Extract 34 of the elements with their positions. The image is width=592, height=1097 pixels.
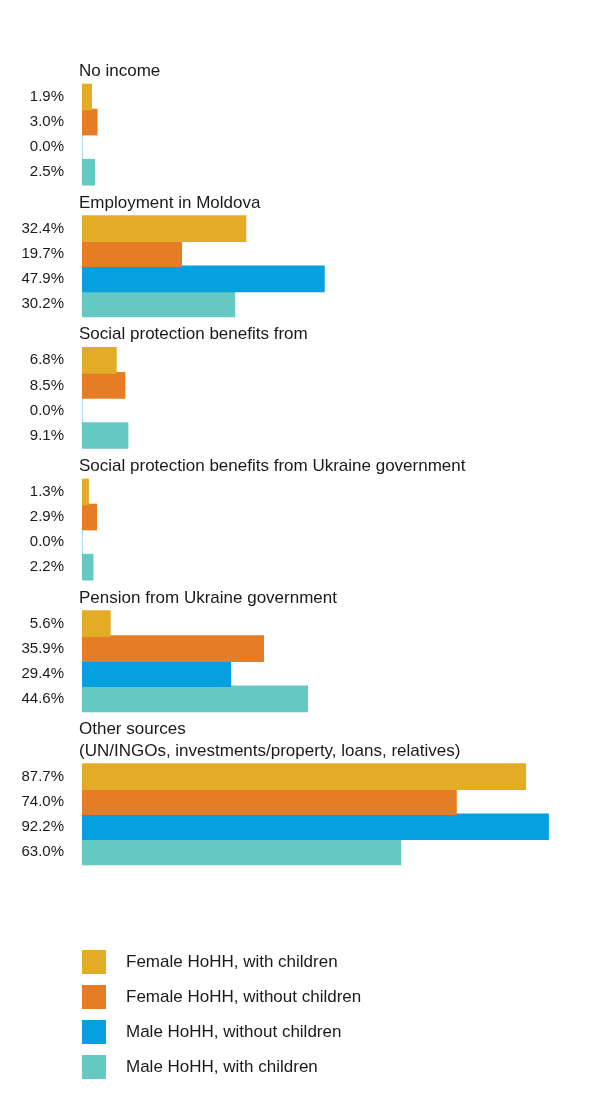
data-label: 1.3% xyxy=(29,482,64,500)
y-tick-label: Pension from Ukraine government xyxy=(79,587,338,607)
y-tick-label: Social protection benefits from xyxy=(79,324,308,344)
data-label: 3.0% xyxy=(29,112,64,130)
data-label: 19.7% xyxy=(21,243,64,261)
data-label: 63.0% xyxy=(21,841,64,859)
y-tick-label: No income xyxy=(79,60,161,80)
data-label: 29.4% xyxy=(21,663,64,681)
data-label: 8.5% xyxy=(29,375,64,393)
y-tick-label: Employment in Moldova xyxy=(79,192,261,212)
legend-label: Female HoHH, without children xyxy=(126,987,362,1007)
data-label: 0.0% xyxy=(29,400,64,418)
legend-label: Female HoHH, with children xyxy=(126,952,338,972)
data-label: 74.0% xyxy=(21,791,64,809)
data-label: 2.2% xyxy=(29,557,64,575)
legend-label: Male HoHH, without children xyxy=(126,1022,342,1042)
data-label: 6.8% xyxy=(29,350,64,368)
data-label: 9.1% xyxy=(29,425,64,443)
data-label: 92.2% xyxy=(21,816,64,834)
data-label: 5.6% xyxy=(29,613,64,631)
y-tick-label: Social protection benefits from Ukraine government xyxy=(79,455,466,475)
data-label: 44.6% xyxy=(21,688,64,706)
y-tick-label: Other sources (UN/INGOs, investments/property, loans, relatives) xyxy=(79,719,461,760)
data-label: 0.0% xyxy=(29,137,64,155)
legend-label: Male HoHH, with children xyxy=(126,1057,318,1077)
data-label: 32.4% xyxy=(21,218,64,236)
data-label: 1.9% xyxy=(29,87,64,105)
data-label: 2.5% xyxy=(29,162,64,180)
data-label: 30.2% xyxy=(21,294,64,312)
data-label: 35.9% xyxy=(21,638,64,656)
data-label: 0.0% xyxy=(29,532,64,550)
data-label: 2.9% xyxy=(29,507,64,525)
data-label: 47.9% xyxy=(21,268,64,286)
data-label: 87.7% xyxy=(21,766,64,784)
